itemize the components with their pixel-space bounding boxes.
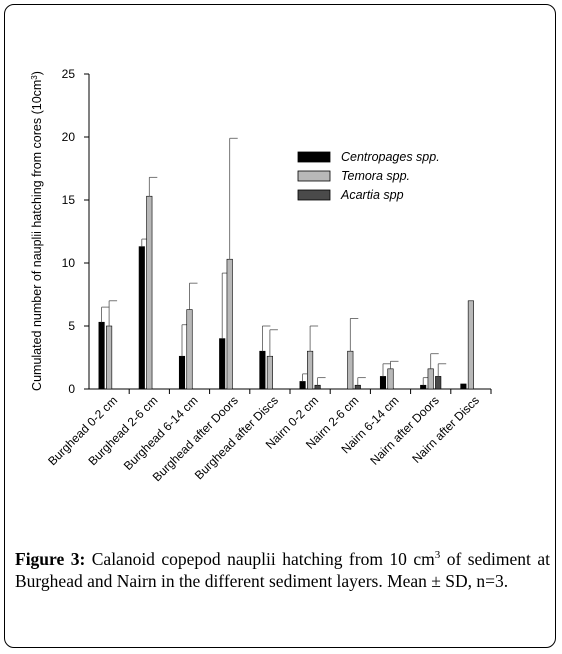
y-axis-label: Cumulated number of nauplii hatching fro… [30,71,45,391]
legend-swatch [297,151,331,163]
bar-chart: Cumulated number of nauplii hatching fro… [30,67,492,484]
x-category-label: Burghead 2-6 cm [85,393,160,468]
bar [259,350,266,390]
caption-superscript: 3 [434,549,441,562]
bars [98,137,474,390]
bar [307,350,314,390]
bar [146,195,153,390]
bar [379,376,387,390]
legend-swatch [297,189,331,201]
caption-text-1: Calanoid copepod nauplii hatching from 1… [85,549,435,569]
bar [420,384,427,390]
bar [354,384,361,390]
bar [98,321,105,390]
bar [219,338,226,390]
x-category-label: Burghead 0-2 cm [45,393,120,468]
bar [427,368,434,390]
y-axis-label-text: Cumulated number of nauplii hatching fro… [30,71,45,391]
y-tick-label: 25 [62,67,76,81]
legend: Centropages spp. Temora spp. Acartia spp [297,150,440,202]
bar [186,309,193,390]
bar [387,368,394,390]
bar [226,258,233,390]
bar [460,383,467,390]
caption-label: Figure 3: [15,549,86,569]
x-category-label: Nairn after Doors [367,393,442,468]
legend-label: Temora spp. [341,169,410,183]
legend-label: Acartia spp [340,188,404,202]
bar [106,325,113,390]
bar [178,355,186,390]
y-tick-label: 5 [68,319,75,333]
bar [299,381,306,390]
x-category-label: Burghead 6-14 cm [121,393,201,473]
y-tick-label: 20 [62,130,76,144]
caption-text-2: of sediment at Burghead and Nairn in the… [15,549,550,591]
bar [347,350,354,390]
y-tick-label: 15 [62,193,76,207]
bar [314,384,321,390]
figure-caption: Figure 3: Calanoid copepod nauplii hatch… [15,548,550,592]
figure-frame [4,4,556,648]
bar [138,246,145,390]
legend-label: Centropages spp. [341,150,440,164]
y-tick-label: 10 [62,256,76,270]
bar [435,376,442,390]
y-tick-label: 0 [68,382,75,396]
legend-swatch [297,170,331,182]
bar [467,300,474,390]
bar [266,355,273,390]
